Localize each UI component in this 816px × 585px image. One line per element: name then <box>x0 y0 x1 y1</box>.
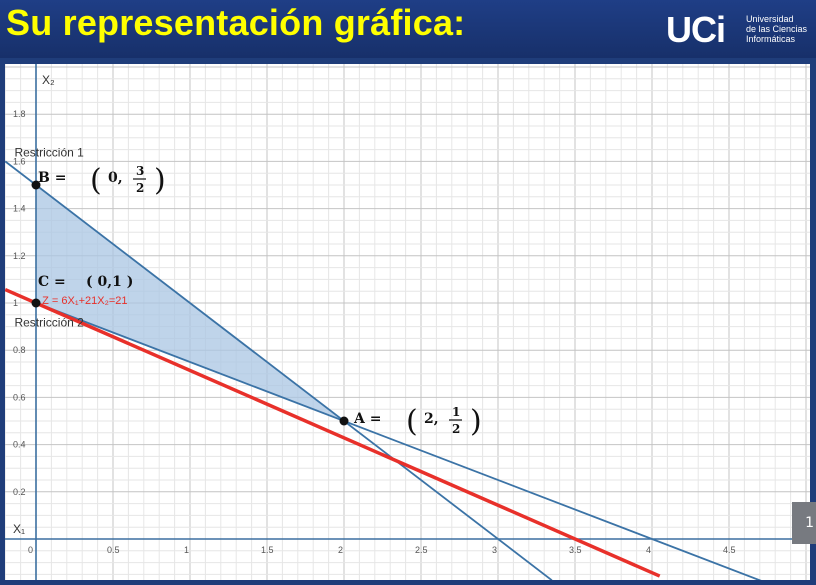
point-coord-x-B: 0, <box>108 170 123 186</box>
logo-line-2: de las Ciencias <box>746 24 808 34</box>
x-axis-label: X₁ <box>13 522 25 536</box>
x-tick-label: 2 <box>338 545 343 555</box>
x-tick-label: 4 <box>646 545 651 555</box>
annotations: Restricción 1 Restricción 2 Z = 6X₁+21X₂=2… <box>14 146 127 330</box>
paren-open-B: ( <box>90 163 102 198</box>
constraint-label-1: Restricción 1 <box>14 146 84 160</box>
point-label-C: C = <box>38 274 66 290</box>
y-tick-label: 1 <box>13 298 18 308</box>
frac-num-B: 3 <box>136 164 144 178</box>
y-tick-label: 0.8 <box>13 345 26 355</box>
y-tick-label: 0.2 <box>13 487 26 497</box>
constraint-line-2 <box>35 302 775 585</box>
paren-close-A: ) <box>470 404 482 439</box>
point-label-A: A = <box>353 411 381 427</box>
y-tick-label: 0.4 <box>13 440 26 450</box>
logo-line-1: Universidad <box>746 14 794 24</box>
side-nav-button[interactable]: 1 <box>792 502 816 544</box>
constraint-label-2: Restricción 2 <box>14 316 84 330</box>
logo-text: Universidad de las Ciencias Informáticas <box>746 14 807 44</box>
chart-area: 0 0.5 1 1.5 2 2.5 3 3.5 4 4.5 0.2 0.4 0.6 0.8 1 1.2 1.4 1… <box>4 64 810 585</box>
frac-den-B: 2 <box>136 181 144 195</box>
point-A <box>339 416 349 426</box>
x-tick-label: 0.5 <box>107 545 120 555</box>
uci-logo: UCi Universidad de las Ciencias Informát… <box>666 10 812 50</box>
chart-svg: 0 0.5 1 1.5 2 2.5 3 3.5 4 4.5 0.2 0.4 0.6 0.8 1 1.2 1.4 1… <box>4 64 810 585</box>
objective-label: Z = 6X₁+21X₂=21 <box>42 295 127 307</box>
y-tick-label: 0.6 <box>13 392 26 402</box>
logo-line-3: Informáticas <box>746 34 796 44</box>
constraint-line-1 <box>4 160 553 582</box>
objective-line <box>4 287 661 578</box>
paren-open-A: ( <box>406 404 418 439</box>
x-tick-label: 3 <box>492 545 497 555</box>
point-label-B: B = <box>38 170 66 186</box>
point-coord-x-A: 2, <box>424 411 439 427</box>
x-tick-label: 0 <box>28 545 33 555</box>
x-tick-label: 4.5 <box>723 545 736 555</box>
slide-header: Su representación gráfica: UCi Universid… <box>0 0 816 58</box>
y-tick-label: 1.6 <box>13 156 26 166</box>
x-tick-label: 2.5 <box>415 545 428 555</box>
frac-num-A: 1 <box>452 405 460 419</box>
points: A = (2, 1 2) B = (0, 3 2) C = ( 0,1 ) <box>31 163 482 439</box>
y-tick-label: 1.8 <box>13 109 26 119</box>
x-tick-label: 1.5 <box>261 545 274 555</box>
x-tick-label: 3.5 <box>569 545 582 555</box>
tick-labels: 0 0.5 1 1.5 2 2.5 3 3.5 4 4.5 0.2 0.4 0.6 0.8 1 1.2 1.4 1… <box>13 73 736 555</box>
logo-mark: UCi <box>666 9 726 50</box>
point-coords-C: ( 0,1 ) <box>86 274 133 290</box>
slide-title: Su representación gráfica: <box>6 2 466 43</box>
series-lines <box>4 160 775 585</box>
y-tick-label: 1.2 <box>13 251 26 261</box>
y-axis-label: X₂ <box>42 73 55 87</box>
frac-den-A: 2 <box>452 422 460 436</box>
paren-close-B: ) <box>154 163 166 198</box>
point-C <box>31 298 41 308</box>
point-B <box>31 180 41 190</box>
axes <box>5 64 810 580</box>
x-tick-label: 1 <box>184 545 189 555</box>
y-tick-label: 1.4 <box>13 204 26 214</box>
